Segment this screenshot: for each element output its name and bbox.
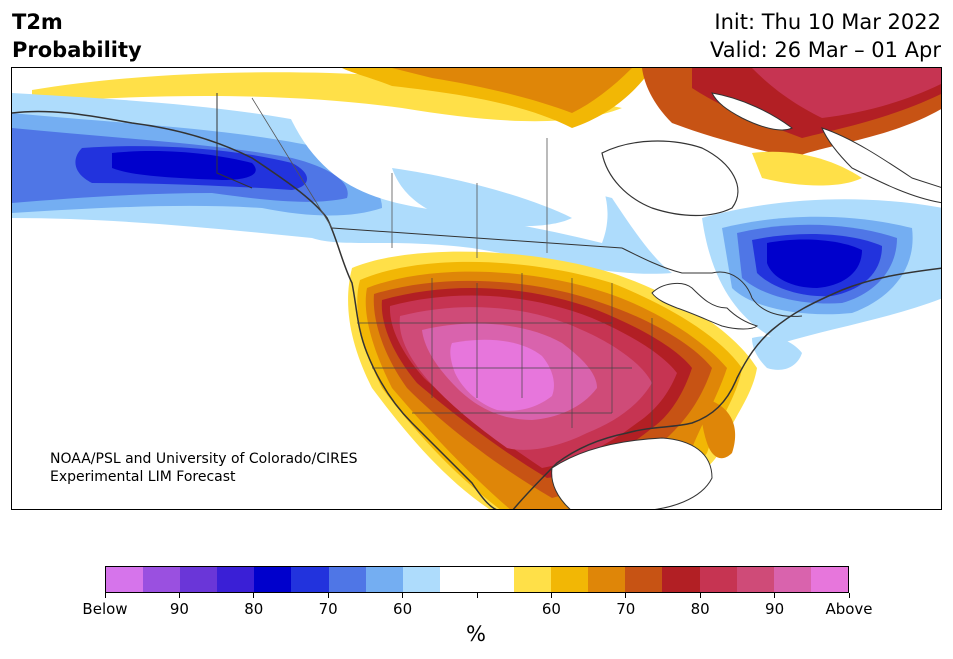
forecast-dates: Init: Thu 10 Mar 2022 Valid: 26 Mar – 01… bbox=[710, 8, 941, 64]
colorbar-cell bbox=[773, 567, 811, 592]
colorbar bbox=[105, 566, 849, 593]
state-borders bbox=[357, 273, 653, 428]
colorbar-cell bbox=[254, 567, 292, 592]
colorbar-tick bbox=[476, 593, 478, 598]
colorbar-tick bbox=[625, 593, 627, 598]
title-line-1: T2m bbox=[12, 10, 63, 34]
valid-range: Valid: 26 Mar – 01 Apr bbox=[710, 38, 941, 62]
arctic-deep-orange-region bbox=[392, 68, 632, 113]
colorbar-tick-label: 80 bbox=[690, 600, 710, 618]
alaska-darkest-blue-region bbox=[112, 151, 256, 180]
colorbar-cell bbox=[736, 567, 774, 592]
hudson-strait bbox=[711, 92, 793, 131]
colorbar-tick bbox=[104, 593, 106, 598]
probability-map: NOAA/PSL and University of Colorado/CIRE… bbox=[11, 67, 942, 510]
colorbar-tick-label: 90 bbox=[765, 600, 785, 618]
hudson-bay bbox=[601, 140, 739, 217]
colorbar-cell bbox=[106, 567, 144, 592]
great-lakes bbox=[651, 282, 759, 330]
colorbar-tick-label: Below bbox=[82, 600, 128, 618]
colorbar-cell bbox=[551, 567, 589, 592]
labrador-yellow-region bbox=[752, 151, 862, 186]
quebec-darkest-blue-region bbox=[767, 239, 862, 288]
map-canvas bbox=[12, 68, 941, 509]
colorbar-tick bbox=[253, 593, 255, 598]
coastline bbox=[12, 110, 941, 509]
colorbar-cell bbox=[180, 567, 218, 592]
colorbar-unit: % bbox=[466, 622, 486, 646]
alaska-border bbox=[216, 93, 253, 189]
colorbar-cell bbox=[328, 567, 366, 592]
colorbar-tick-label: 60 bbox=[393, 600, 413, 618]
colorbar-cell bbox=[476, 567, 515, 592]
colorbar-tick-label: Above bbox=[825, 600, 873, 618]
colorbar-tick bbox=[699, 593, 701, 598]
gulf-of-mexico bbox=[551, 437, 713, 509]
init-date: Init: Thu 10 Mar 2022 bbox=[714, 10, 941, 34]
colorbar-tick bbox=[402, 593, 404, 598]
colorbar-cell bbox=[810, 567, 848, 592]
map-title: T2m Probability bbox=[12, 8, 142, 64]
us-magenta-region bbox=[450, 339, 554, 411]
colorbar-cell bbox=[217, 567, 255, 592]
colorbar-cell bbox=[439, 567, 477, 592]
colorbar-tick bbox=[550, 593, 552, 598]
credit-line-1: NOAA/PSL and University of Colorado/CIRE… bbox=[50, 451, 358, 467]
colorbar-tick-label: 90 bbox=[169, 600, 189, 618]
colorbar-tick bbox=[848, 593, 850, 598]
northeast-canada-crimson-region bbox=[752, 68, 941, 118]
colorbar-tick-label: 80 bbox=[244, 600, 264, 618]
colorbar-cell bbox=[143, 567, 181, 592]
colorbar-cell bbox=[699, 567, 737, 592]
prairie-lightblue-region bbox=[392, 168, 572, 227]
colorbar-cell bbox=[662, 567, 700, 592]
colorbar-tick-label: 70 bbox=[318, 600, 338, 618]
colorbar-cell bbox=[514, 567, 552, 592]
labrador-sea bbox=[821, 127, 941, 204]
colorbar-tick bbox=[178, 593, 180, 598]
colorbar-cell bbox=[291, 567, 329, 592]
colorbar-tick-label: 70 bbox=[616, 600, 636, 618]
title-line-2: Probability bbox=[12, 38, 142, 62]
colorbar-tick bbox=[327, 593, 329, 598]
florida-orange-region bbox=[701, 398, 736, 459]
colorbar-cell bbox=[365, 567, 403, 592]
map-credit: NOAA/PSL and University of Colorado/CIRE… bbox=[50, 450, 358, 486]
colorbar-tick bbox=[774, 593, 776, 598]
province-borders bbox=[251, 97, 548, 258]
credit-line-2: Experimental LIM Forecast bbox=[50, 469, 236, 485]
new-england-lightblue-region bbox=[752, 336, 802, 370]
colorbar-cell bbox=[588, 567, 626, 592]
colorbar-tick-label: 60 bbox=[541, 600, 561, 618]
colorbar-cell bbox=[625, 567, 663, 592]
colorbar-cell bbox=[402, 567, 440, 592]
